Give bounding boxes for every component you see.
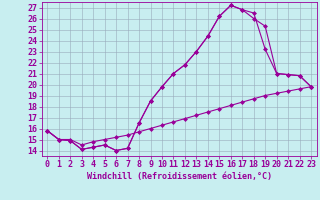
- X-axis label: Windchill (Refroidissement éolien,°C): Windchill (Refroidissement éolien,°C): [87, 172, 272, 181]
